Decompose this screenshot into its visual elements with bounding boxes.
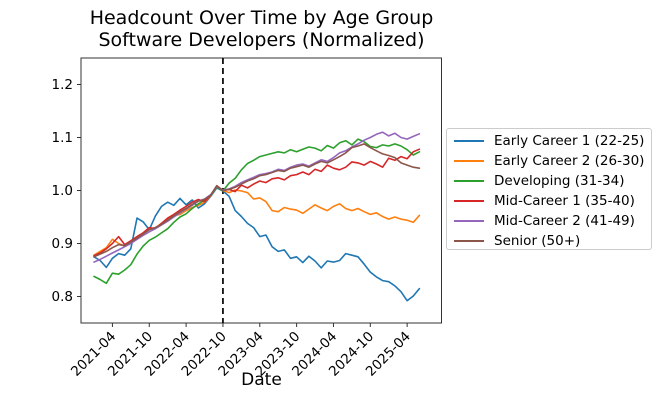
legend-label: Senior (50+) [494,233,581,249]
chart-subtitle: Software Developers (Normalized) [98,29,425,51]
x-axis-label: Date [241,370,282,390]
legend-swatch [454,140,484,142]
chart-title-block: Headcount Over Time by Age Group Softwar… [81,7,442,51]
legend-item-1: Early Career 2 (26-30) [447,151,651,171]
legend-swatch [454,220,484,222]
legend-item-5: Senior (50+) [447,231,651,251]
series-line-3 [93,148,421,257]
legend-swatch [454,180,484,182]
legend-label: Mid-Career 1 (35-40) [494,193,635,209]
series-line-0 [93,187,421,302]
series-line-2 [93,138,421,285]
legend-swatch [454,200,484,202]
legend-label: Mid-Career 2 (41-49) [494,213,635,229]
y-tick-label: 0.8 [52,289,73,305]
legend-item-3: Mid-Career 1 (35-40) [447,191,651,211]
series-line-5 [93,143,421,258]
legend-label: Developing (31-34) [494,173,625,189]
y-tick-label: 1.1 [52,130,73,146]
y-tick-label: 1.2 [52,77,73,93]
series-line-4 [93,131,421,263]
legend-label: Early Career 2 (26-30) [494,153,645,169]
legend-swatch [454,160,484,162]
axes-spines [80,57,442,324]
chart-title: Headcount Over Time by Age Group [89,7,434,29]
legend: Early Career 1 (22-25) Early Career 2 (26… [446,128,652,250]
y-tick-label: 0.9 [52,236,73,252]
legend-swatch [454,240,484,242]
legend-item-2: Developing (31-34) [447,171,651,191]
y-tick-label: 1.0 [52,183,73,199]
legend-item-4: Mid-Career 2 (41-49) [447,211,651,231]
legend-item-0: Early Career 1 (22-25) [447,131,651,151]
legend-label: Early Career 1 (22-25) [494,133,645,149]
